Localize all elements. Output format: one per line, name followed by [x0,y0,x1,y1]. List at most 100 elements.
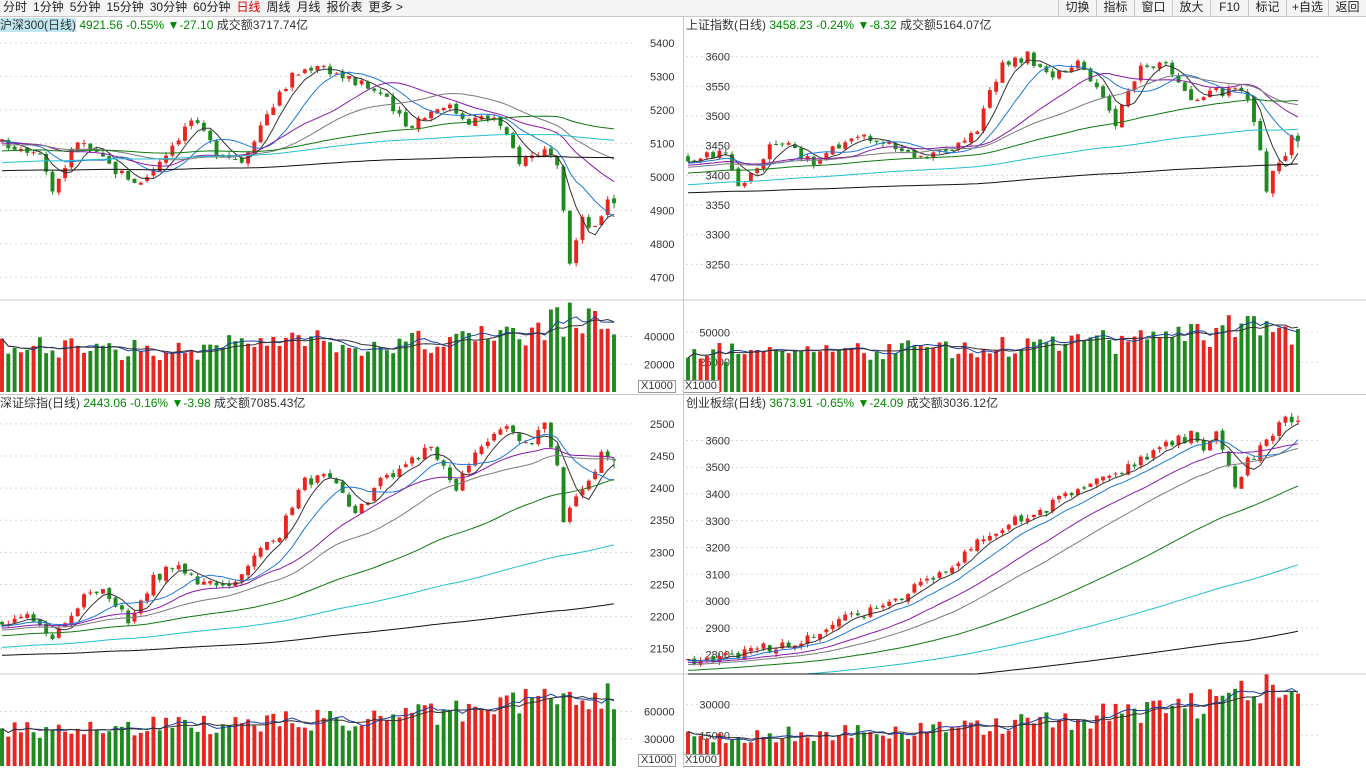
toolbar-button-5[interactable]: 标记 [1248,0,1286,16]
period-tab-4[interactable]: 30分钟 [149,0,188,14]
candle [176,561,181,571]
volume-bar [704,355,709,392]
candle [1107,474,1112,482]
volume-bar [918,345,923,392]
volume-tick-label: 40000 [644,332,675,344]
volume-bar [403,341,408,392]
candle [302,68,307,75]
volume-bar [403,708,408,766]
volume-bar [1107,339,1112,392]
volume-ma5-line [1,315,615,354]
candle [868,604,873,619]
volume-bar [170,728,175,766]
candle [1270,170,1275,198]
period-tab-7[interactable]: 周线 [266,0,291,14]
chart-panel-sh[interactable]: 上证指数(日线) 3458.23 -0.24% ▼-8.32 成交额5164.0… [684,17,1366,394]
volume-bar [1113,353,1118,392]
toolbar-button-0[interactable]: 切换 [1058,0,1096,16]
volume-bar [1157,337,1162,392]
toolbar-button-7[interactable]: 返回 [1328,0,1366,16]
volume-bar [119,726,124,766]
volume-bar [63,731,68,766]
period-tab-8[interactable]: 月线 [296,0,321,14]
turnover-label: 成交额 [900,18,937,32]
candlestick-chart: 2800290030003100320033003400350036001500… [684,413,1366,766]
candle [277,89,282,107]
candle [1239,476,1244,489]
period-tab-3[interactable]: 15分钟 [106,0,144,14]
volume-bar [906,340,911,392]
candle [189,572,194,577]
volume-bar [1258,335,1263,392]
candle [391,469,396,480]
chart-panel-hs300[interactable]: 沪深300(日线) 4921.56 -0.55% ▼-27.10 成交额3717… [0,17,683,394]
volume-bar [843,347,848,392]
candle [88,589,93,596]
volume-bar [1069,335,1074,392]
volume-ma5-line [687,321,1299,359]
candle [599,449,604,474]
volume-bar [704,738,709,766]
candle [100,589,105,595]
chart-panel-sz[interactable]: 深证综指(日线) 2443.06 -0.16% ▼-3.98 成交额7085.4… [0,395,683,768]
volume-bar [969,722,973,766]
volume-bar [1208,347,1212,392]
candle [1277,159,1282,175]
volume-bar [246,719,251,766]
toolbar-button-6[interactable]: +自选 [1286,0,1328,16]
volume-bar [416,704,421,766]
volume-bar [517,713,522,766]
candle [208,580,213,586]
candle [113,596,118,608]
ma120-line [1,544,615,648]
ma60-line [1,478,615,637]
volume-bar [868,359,873,392]
toolbar-button-2[interactable]: 窗口 [1134,0,1172,16]
volume-bar [1038,717,1043,766]
volume-bar [321,340,326,392]
volume-bar [780,350,785,392]
volume-bar [874,352,879,392]
candle [372,87,377,93]
volume-bar [1283,326,1288,392]
chart-panel-cyb[interactable]: 创业板综(日线) 3673.91 -0.65% ▼-24.09 成交额3036.… [684,395,1366,768]
candle [1163,439,1168,450]
volume-bar [511,327,516,392]
toolbar-button-3[interactable]: 放大 [1172,0,1210,16]
candle [183,123,187,145]
candle [50,632,55,641]
period-tab-1[interactable]: 1分钟 [33,0,64,14]
volume-bar [711,349,716,392]
period-tab-10[interactable]: 更多 > [368,0,403,14]
candle [874,605,879,610]
period-tab-2[interactable]: 5分钟 [69,0,101,14]
candle [309,475,314,488]
volume-bar [956,727,961,766]
volume-bar [100,733,105,766]
ma250-line [688,630,1299,675]
volume-bar [1075,334,1080,392]
candle [1019,513,1024,525]
ma10-line [1,71,615,218]
volume-bar [1113,703,1118,766]
volume-bar [780,739,785,766]
candle [994,79,999,95]
toolbar-button-4[interactable]: F10 [1210,0,1248,16]
volume-bar [536,695,541,766]
volume-bar [523,345,528,392]
volume-bar [555,307,560,392]
volume-bar [1050,336,1055,392]
volume-bar [44,353,49,392]
volume-bar [748,742,753,766]
period-tab-5[interactable]: 60分钟 [193,0,231,14]
volume-bar [1170,705,1175,766]
volume-bar [340,344,345,392]
period-tab-6[interactable]: 日线 [236,0,261,14]
toolbar-button-1[interactable]: 指标 [1096,0,1134,16]
ma5-line [1,68,615,236]
candle [296,73,301,76]
price-tick-label: 3100 [706,569,730,581]
period-tab-9[interactable]: 报价表 [326,0,363,14]
volume-bar [567,302,572,392]
period-tab-0[interactable]: 分时 [3,0,28,14]
